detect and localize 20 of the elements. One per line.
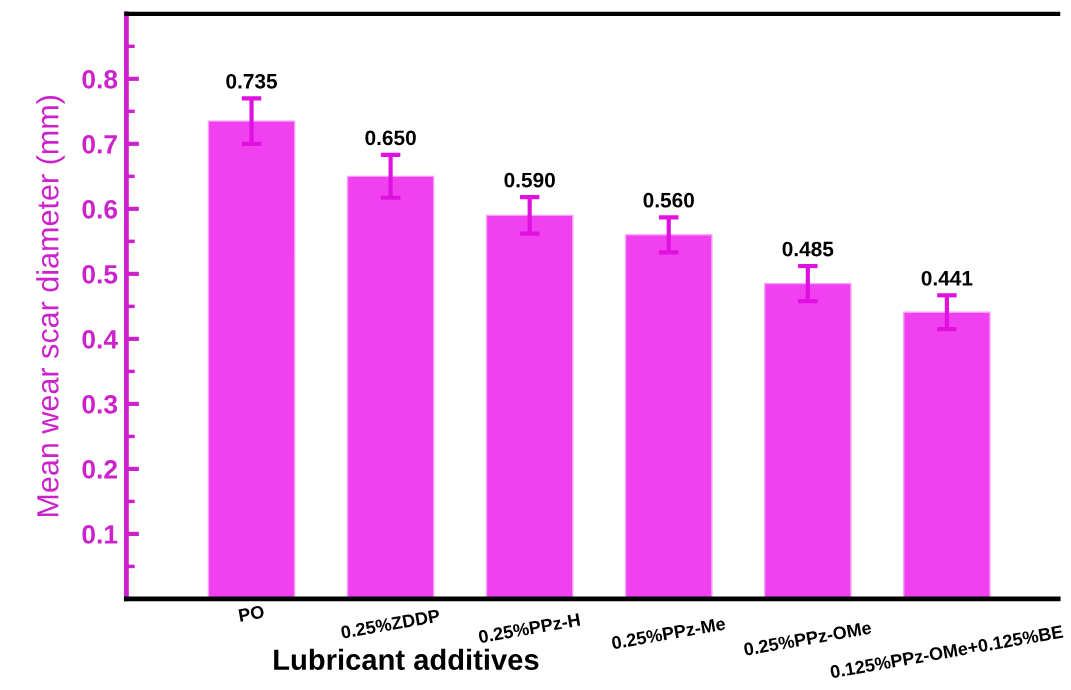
y-tick-label: 0.8 [82, 69, 118, 89]
x-axis-title: Lubricant additives [274, 648, 539, 671]
y-axis-title: Mean wear scar diameter (mm) [36, 96, 65, 517]
data-label: 0.735 [226, 73, 278, 89]
data-label: 0.590 [504, 172, 555, 188]
y-tick-label: 0.7 [82, 134, 117, 154]
y-tick-label: 0.5 [82, 264, 118, 284]
data-label: 0.441 [921, 270, 973, 286]
y-tick-label: 0.6 [82, 199, 118, 219]
x-tick-label: 0.25%PPz-Me [611, 617, 726, 650]
y-tick-label: 0.3 [82, 395, 118, 414]
data-label: 0.650 [365, 130, 416, 146]
y-tick-label: 0.4 [82, 330, 118, 349]
y-tick-label: 0.2 [82, 460, 117, 479]
data-label: 0.485 [782, 241, 834, 257]
data-label: 0.560 [643, 192, 694, 208]
y-tick-label: 0.1 [82, 525, 118, 544]
x-tick-label: PO [238, 605, 265, 622]
x-tick-label: 0.25%PPz-H [478, 613, 581, 644]
x-tick-label: 0.25%ZDDP [340, 609, 441, 639]
